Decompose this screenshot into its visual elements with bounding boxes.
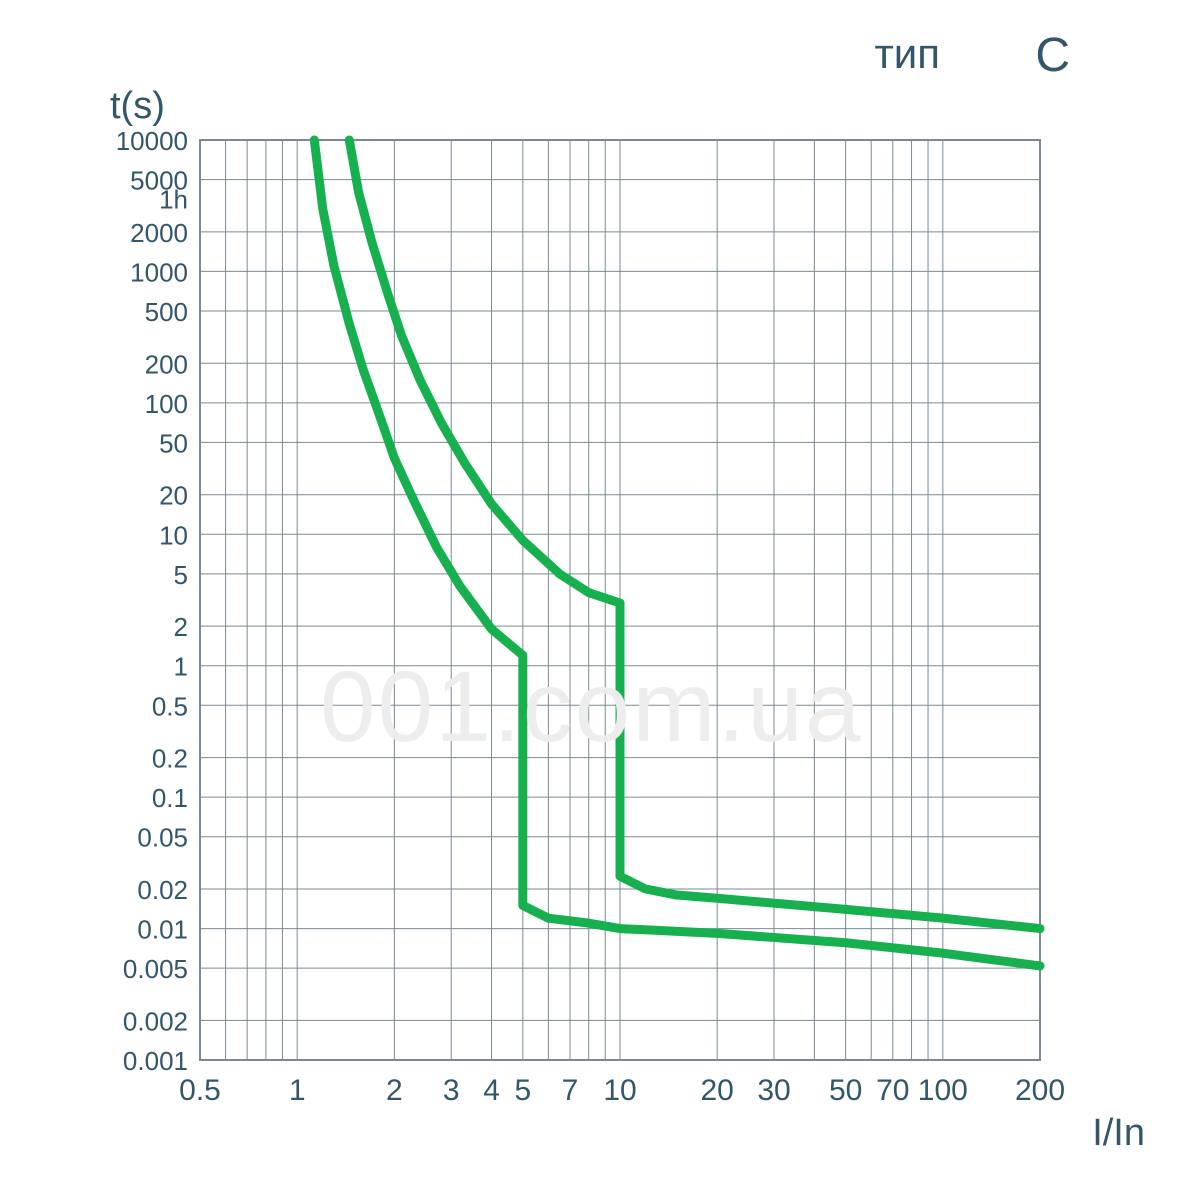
y-tick-label: 10000	[116, 126, 188, 156]
chart-type-letter: C	[1035, 28, 1070, 83]
y-tick-label: 200	[145, 349, 188, 379]
x-tick-label: 5	[514, 1074, 531, 1107]
y-tick-label: 5	[174, 560, 188, 590]
y-tick-label: 0.001	[123, 1046, 188, 1076]
y-tick-label: 0.002	[123, 1006, 188, 1036]
y-tick-label: 20	[159, 481, 188, 511]
x-tick-label: 50	[829, 1074, 862, 1107]
x-tick-label: 2	[386, 1074, 403, 1107]
page: тип C t(s) 001.com.ua 0.5123457102030507…	[0, 0, 1200, 1200]
x-tick-label: 70	[876, 1074, 909, 1107]
y-tick-label: 10	[159, 520, 188, 550]
y-tick-label: 1h	[159, 184, 188, 214]
x-tick-label: 7	[562, 1074, 579, 1107]
x-tick-label: 30	[757, 1074, 790, 1107]
x-tick-label: 20	[700, 1074, 733, 1107]
y-tick-label: 0.1	[152, 783, 188, 813]
y-tick-label: 0.2	[152, 744, 188, 774]
x-tick-label: 100	[918, 1074, 968, 1107]
trip-curve-lower	[314, 140, 1040, 966]
y-tick-label: 1000	[130, 257, 188, 287]
y-tick-label: 100	[145, 389, 188, 419]
y-tick-label: 0.05	[137, 823, 188, 853]
chart-container: 001.com.ua 0.512345710203050701002001000…	[60, 120, 1110, 1120]
y-tick-label: 500	[145, 297, 188, 327]
y-tick-label: 0.01	[137, 915, 188, 945]
y-tick-label: 0.5	[152, 691, 188, 721]
x-tick-label: 1	[289, 1074, 306, 1107]
y-tick-label: 2000	[130, 218, 188, 248]
x-tick-label: 3	[443, 1074, 460, 1107]
x-axis-label: I/In	[1092, 1112, 1145, 1155]
y-tick-label: 1	[174, 652, 188, 682]
x-tick-label: 4	[483, 1074, 500, 1107]
x-tick-label: 0.5	[179, 1074, 221, 1107]
x-tick-label: 200	[1015, 1074, 1065, 1107]
chart-svg: 0.512345710203050701002001000050001h2000…	[60, 120, 1110, 1120]
y-tick-label: 0.02	[137, 875, 188, 905]
y-tick-label: 50	[159, 428, 188, 458]
x-tick-label: 10	[603, 1074, 636, 1107]
chart-type-label: тип	[875, 30, 940, 78]
y-tick-label: 0.005	[123, 954, 188, 984]
y-tick-label: 2	[174, 612, 188, 642]
